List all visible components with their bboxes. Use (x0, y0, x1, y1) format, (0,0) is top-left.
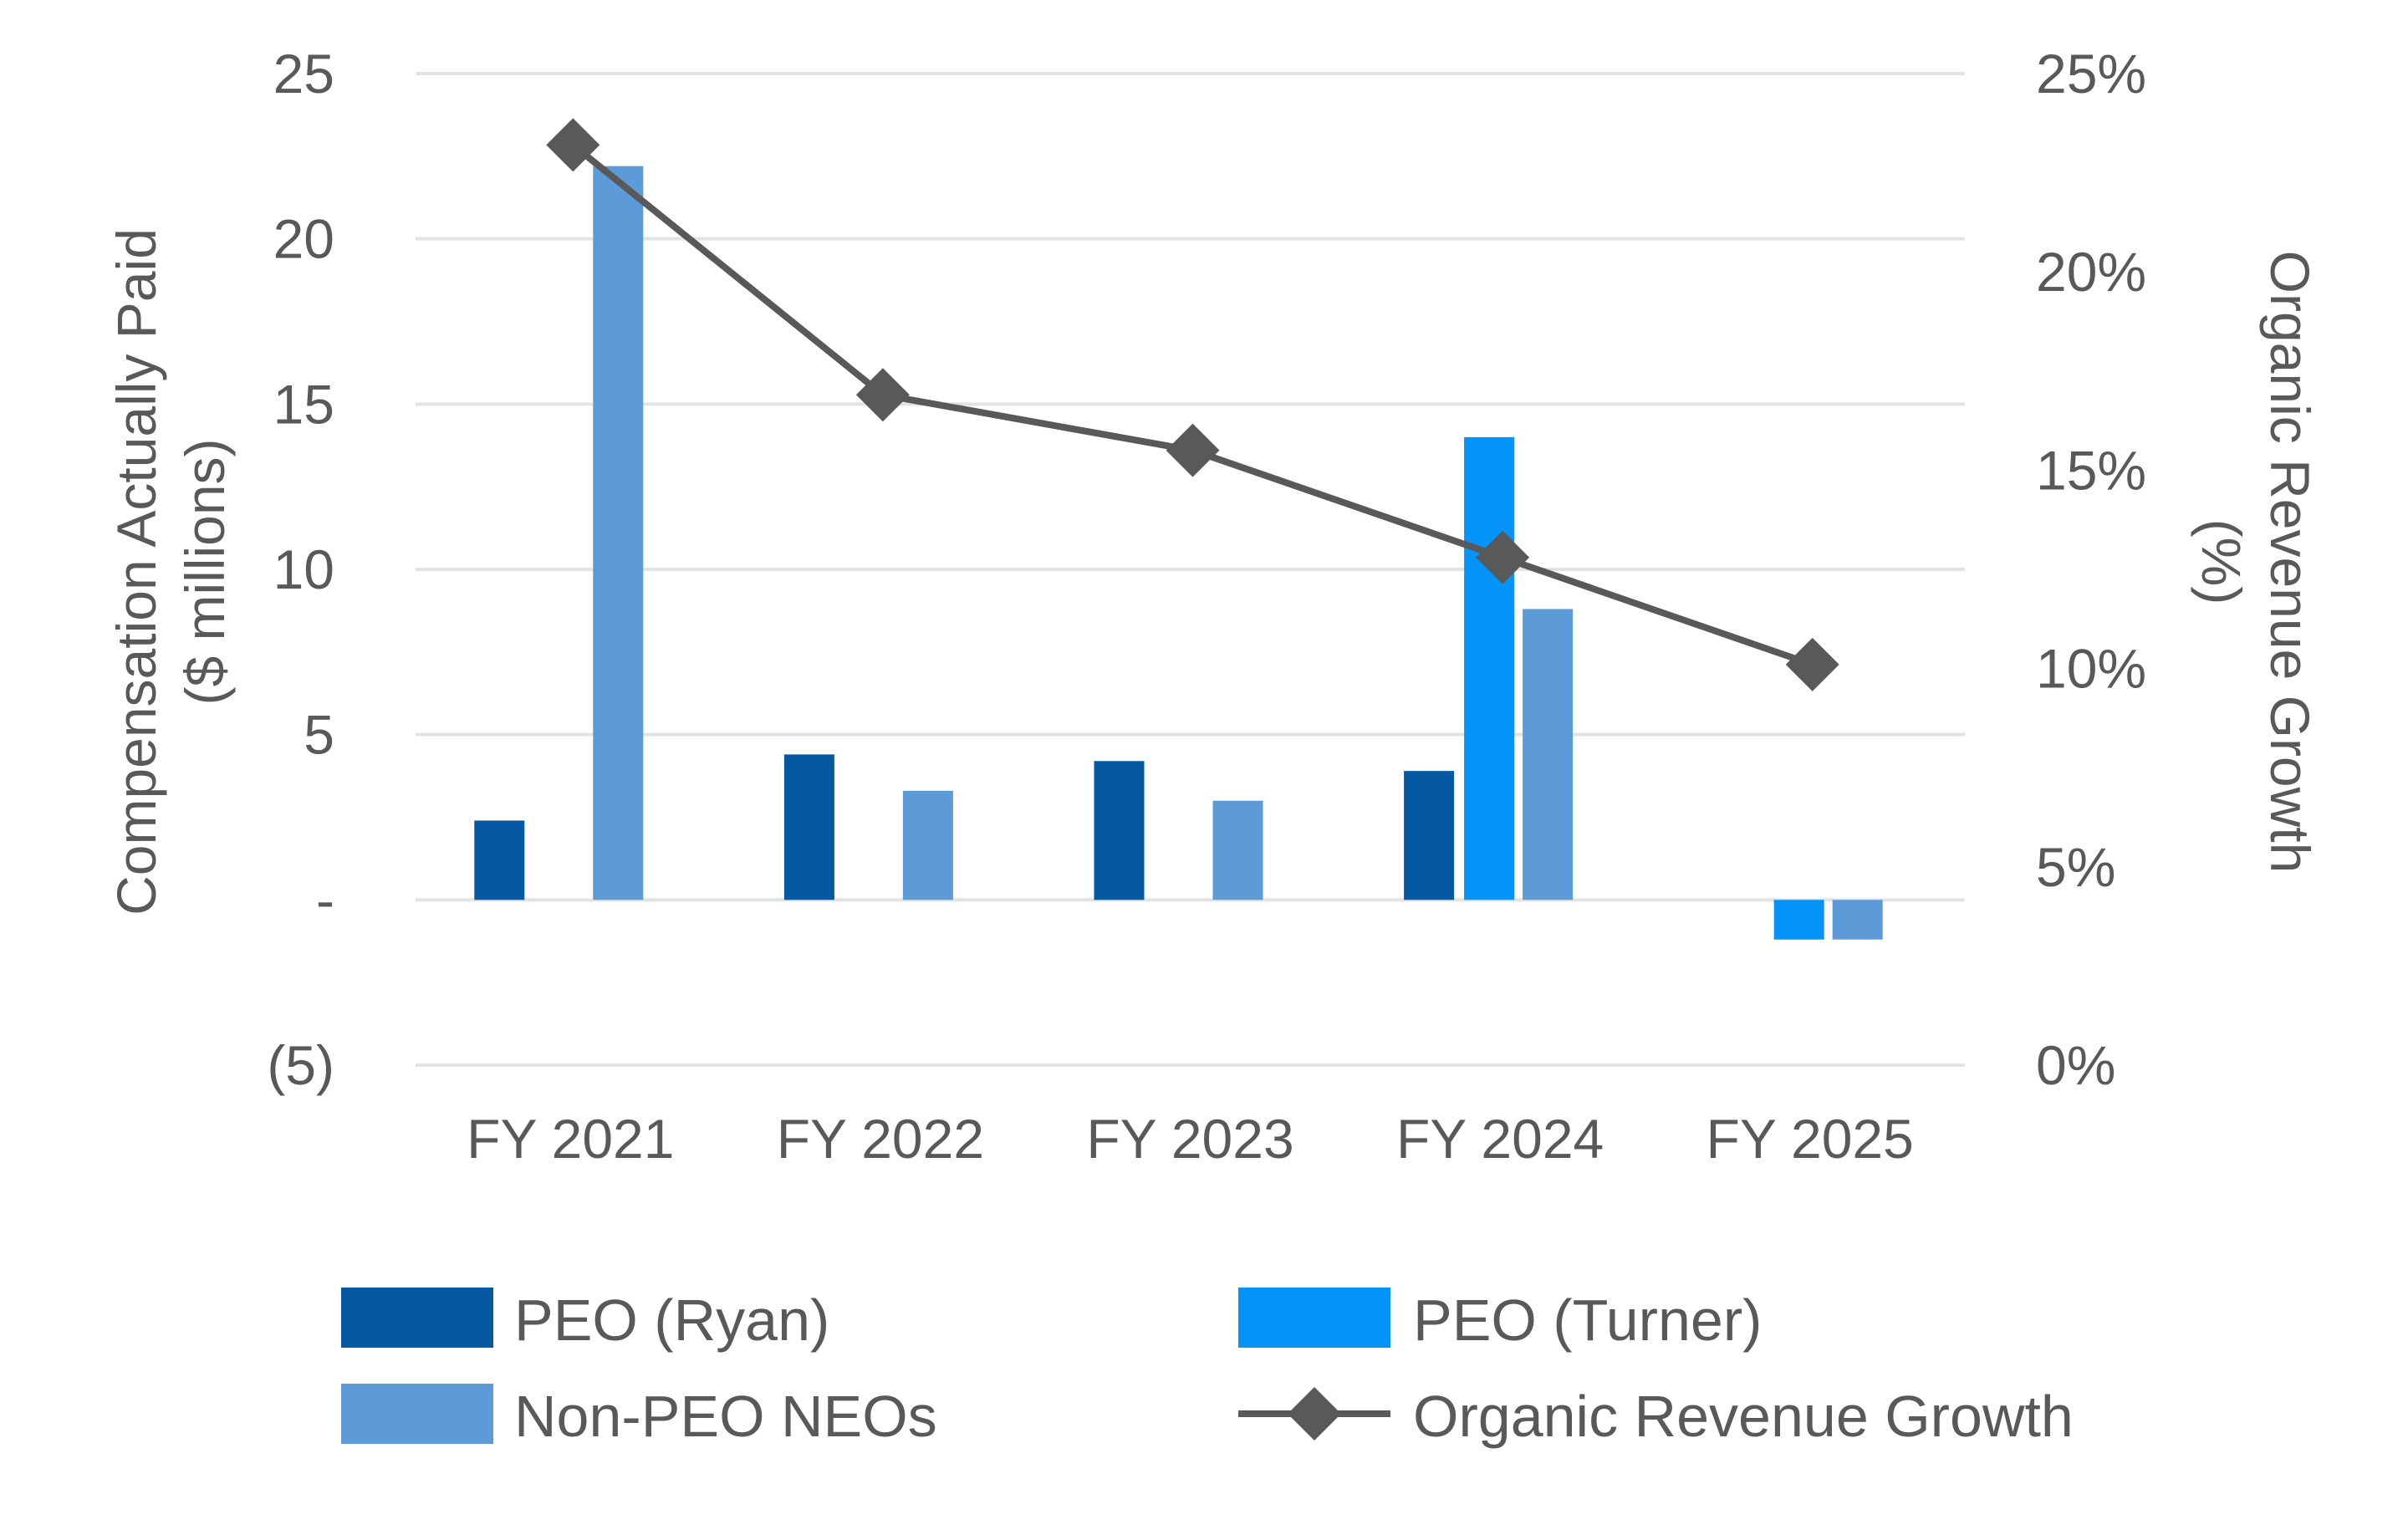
bar-non-peo-neos (1523, 609, 1574, 900)
bar-peo-ryan (1404, 771, 1455, 900)
point-organic-revenue-growth (1476, 530, 1530, 584)
y-right-axis-title-line1: Organic Revenue Growth (2259, 251, 2321, 874)
x-tick-label: FY 2023 (1086, 1108, 1293, 1170)
x-tick-label: FY 2024 (1396, 1108, 1604, 1170)
gridlines (416, 72, 1965, 1067)
y-right-tick-label: 20% (2036, 241, 2146, 303)
point-organic-revenue-growth (1785, 637, 1839, 691)
y-left-tick-label: 20 (273, 208, 334, 270)
y-left-tick-label: 25 (273, 43, 334, 105)
point-organic-revenue-growth (855, 368, 910, 422)
bars (474, 166, 1883, 940)
y-right-tick-label: 5% (2036, 836, 2115, 898)
y-left-axis-title-line2: ($ millions) (174, 438, 236, 705)
legend-swatch-peo-turner (1238, 1288, 1390, 1348)
y-left-tick-label: 5 (304, 704, 334, 766)
x-tick-label: FY 2021 (467, 1108, 674, 1170)
legend-label-organic-revenue-growth: Organic Revenue Growth (1413, 1384, 2074, 1449)
legend: PEO (Ryan) PEO (Turner) Non-PEO NEOs Organi… (341, 1288, 2074, 1449)
line-series (546, 118, 1839, 691)
legend-label-non-peo-neos: Non-PEO NEOs (514, 1384, 937, 1449)
bar-non-peo-neos (1832, 900, 1883, 940)
axis-labels: 25 20 15 10 5 - (5) 25% 20% 15% 10% 5% 0% Compensatio… (105, 43, 2321, 1170)
legend-marker-organic-revenue-growth (1288, 1387, 1341, 1441)
bar-non-peo-neos (593, 166, 644, 900)
y-right-tick-label: 15% (2036, 439, 2146, 501)
point-organic-revenue-growth (1166, 423, 1220, 477)
bar-non-peo-neos (1212, 800, 1263, 900)
y-left-tick-label: 15 (273, 373, 334, 435)
y-right-tick-label: 0% (2036, 1034, 2115, 1096)
bar-non-peo-neos (902, 790, 953, 900)
y-right-tick-label: 10% (2036, 638, 2146, 700)
y-right-axis-title-line2: (%) (2191, 519, 2252, 605)
x-tick-label: FY 2022 (777, 1108, 984, 1170)
x-tick-label: FY 2025 (1707, 1108, 1914, 1170)
point-organic-revenue-growth (546, 118, 600, 172)
bar-peo-ryan (1094, 761, 1145, 900)
legend-swatch-non-peo-neos (341, 1384, 493, 1444)
legend-label-peo-turner: PEO (Turner) (1413, 1288, 1762, 1353)
bar-peo-turner (1464, 436, 1515, 900)
y-right-axis-title: Organic Revenue Growth(%) (2191, 251, 2321, 874)
legend-label-peo-ryan: PEO (Ryan) (514, 1288, 829, 1353)
y-left-tick-label: (5) (267, 1034, 334, 1096)
legend-swatch-peo-ryan (341, 1288, 493, 1348)
bar-peo-ryan (783, 754, 834, 900)
y-left-axis-title: Compensation Actually Paid ($ millions) (105, 228, 236, 915)
bar-peo-ryan (474, 820, 525, 900)
y-left-tick-label: - (316, 869, 334, 931)
y-right-tick-label: 25% (2036, 43, 2146, 105)
y-left-axis-title-line1: Compensation Actually Paid (105, 228, 167, 915)
y-left-tick-label: 10 (273, 538, 334, 600)
bar-peo-turner (1773, 900, 1824, 940)
